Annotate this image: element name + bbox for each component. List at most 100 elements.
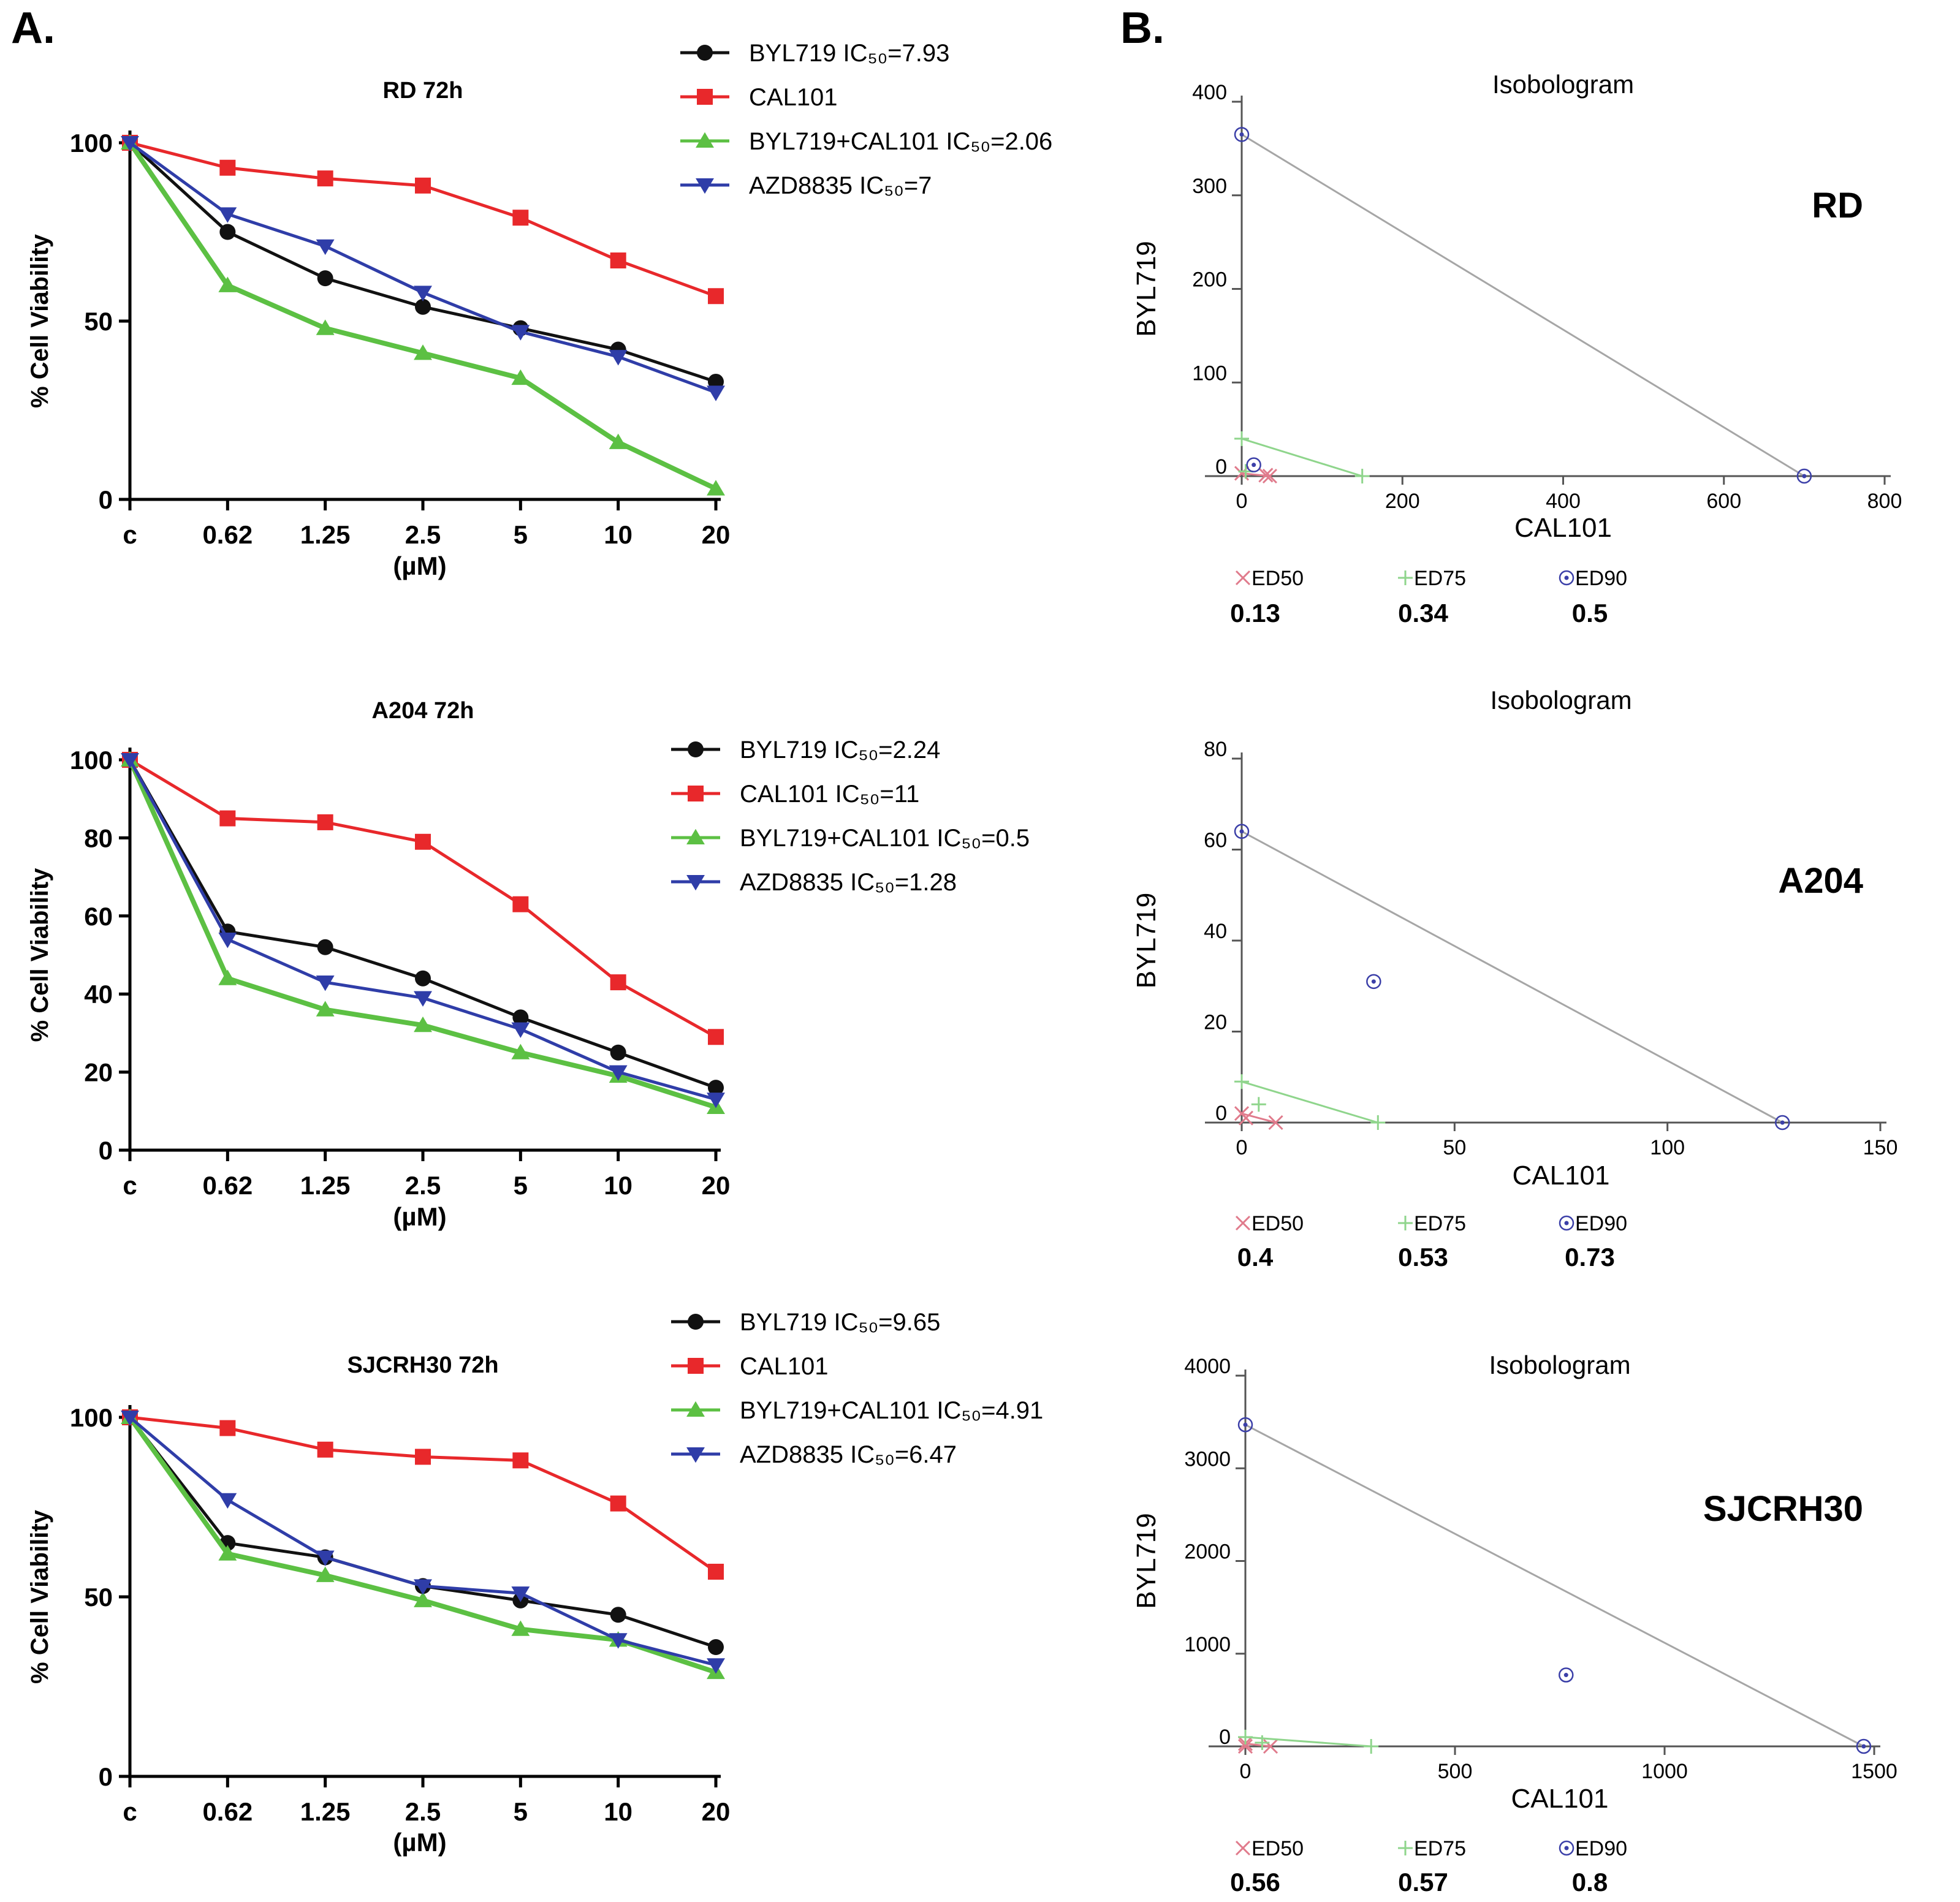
data-point-azd8835 (218, 1493, 237, 1509)
y-tick-label: 4000 (1184, 1355, 1231, 1378)
isobole-point-ed50 (1268, 1115, 1283, 1131)
legend-entry: CAL101 (749, 84, 838, 111)
legend-swatch-marker (688, 786, 704, 801)
data-point-azd8835 (316, 1550, 335, 1566)
cross-stroke (1237, 1738, 1253, 1754)
isobole-point-ed90 (1796, 468, 1812, 484)
x-tick-label: 20 (702, 1797, 731, 1826)
cross-stroke (1238, 1110, 1254, 1126)
dot (1861, 1744, 1866, 1749)
x-axis-label: (µM) (393, 551, 446, 580)
legend-entry: ED75 (1414, 1837, 1466, 1860)
legend-entry: ED50 (1252, 1212, 1304, 1235)
y-axis-label: BYL719 (1131, 241, 1161, 337)
dot (1780, 1120, 1785, 1125)
cross-stroke (1268, 1115, 1283, 1131)
isobole-point-ed50 (1262, 468, 1277, 484)
x-tick-label: 1000 (1641, 1760, 1688, 1783)
legend-swatch-marker (686, 874, 705, 891)
isobole-point-ed75 (1398, 1841, 1413, 1855)
series-cal101 (122, 135, 724, 305)
y-tick-label: 0 (1215, 1102, 1227, 1125)
isobole-line-ed75 (1241, 1080, 1378, 1124)
legend-swatch-marker (686, 1447, 705, 1463)
series-line-byl719-cal101 (127, 141, 717, 491)
panel-label-b: B. (1120, 4, 1164, 53)
data-point-cal101 (219, 159, 236, 176)
combination-index-value: 0.57 (1398, 1868, 1448, 1896)
cell-line-label: SJCRH30 (1703, 1489, 1863, 1529)
isobole-point-ed75 (1370, 1115, 1386, 1130)
legend-swatch-marker (696, 132, 714, 148)
series-azd8835 (121, 135, 725, 401)
data-point-azd8835 (218, 207, 237, 223)
x-tick-label: 800 (1867, 490, 1902, 513)
dot (1239, 829, 1244, 834)
isobole-point-ed90 (1559, 1667, 1574, 1683)
isobole-point-ed75 (1234, 1074, 1249, 1089)
ring (1234, 824, 1250, 839)
isobole-point-ed50 (1235, 570, 1251, 586)
y-tick-label: 100 (70, 129, 113, 157)
y-tick-label: 3000 (1184, 1447, 1231, 1471)
legend: BYL719 IC₅₀=9.65 CAL101 BYL719+CAL101 IC₅₀… (671, 1309, 1043, 1468)
x-tick-label: c (123, 520, 137, 549)
data-point-cal101 (317, 170, 333, 187)
cross-stroke (1235, 570, 1251, 586)
legend-swatch-marker (686, 1401, 705, 1417)
legend: BYL719 IC₅₀=7.93 CAL101 BYL719+CAL101 IC₅₀… (680, 40, 1052, 199)
legend-swatch-marker (686, 828, 705, 845)
data-point-byl719-cal101 (218, 276, 237, 292)
y-tick-label: 100 (70, 1403, 113, 1432)
isobole-point-ed75 (1398, 570, 1413, 585)
y-tick-label: 0 (99, 1136, 113, 1165)
x-axis-label: CAL101 (1512, 1161, 1609, 1191)
data-point-byl719-cal101 (707, 480, 725, 496)
y-tick-label: 80 (1204, 738, 1227, 761)
y-tick-label: 400 (1192, 81, 1227, 104)
data-point-azd8835 (316, 239, 335, 256)
data-point-byl719 (415, 298, 431, 315)
data-point-cal101 (219, 1420, 236, 1436)
legend-entry: CAL101 IC₅₀=11 (740, 781, 919, 808)
legend-entry: ED75 (1414, 1212, 1466, 1235)
x-tick-label: 200 (1385, 490, 1420, 513)
y-tick-label: 20 (1204, 1011, 1227, 1034)
chart-title: A204 72h (372, 698, 474, 724)
dot (1564, 1221, 1569, 1226)
x-tick-label: c (123, 1171, 137, 1200)
y-tick-label: 40 (84, 980, 113, 1009)
data-point-byl719-cal101 (218, 1545, 237, 1561)
isobole-point-ed90 (1774, 1115, 1790, 1131)
x-axis-label: (µM) (393, 1828, 446, 1857)
x-tick-label: 10 (604, 1797, 632, 1826)
data-point-byl719-cal101 (316, 1001, 335, 1017)
cross-stroke (1258, 468, 1274, 483)
data-point-azd8835 (609, 350, 628, 366)
isobole-point-ed90 (1234, 127, 1250, 142)
legend-swatch-marker (697, 45, 713, 61)
y-tick-label: 2000 (1184, 1540, 1231, 1564)
isobole-point-ed90 (1856, 1738, 1872, 1754)
y-tick-label: 300 (1192, 175, 1227, 198)
y-tick-label: 60 (84, 902, 113, 931)
legend-swatch-marker (688, 1358, 704, 1374)
isobole-point-ed90 (1234, 824, 1250, 839)
dot (1802, 474, 1807, 479)
legend-entry: ED90 (1575, 567, 1627, 590)
chart-title: SJCRH30 72h (347, 1352, 498, 1378)
legend-entry: ED50 (1252, 567, 1304, 590)
ring (1234, 127, 1250, 142)
isobole-point-ed75 (1398, 1216, 1413, 1230)
x-tick-label: 20 (702, 1171, 731, 1200)
dot (1252, 463, 1256, 468)
x-tick-label: 50 (1443, 1136, 1466, 1159)
data-point-cal101 (317, 814, 333, 830)
viability-chart-sjcrh30-72h: 0 50 100 c 0.62 1.25 2.5 5 10 20 (µM) % Cell Viabil… (26, 1309, 1043, 1857)
x-tick-label: 10 (604, 520, 632, 549)
legend-entry: BYL719 IC₅₀=7.93 (749, 40, 949, 67)
isobologram-title: Isobologram (1490, 686, 1631, 714)
x-tick-label: 0 (1240, 1760, 1252, 1783)
dot (1563, 1673, 1568, 1678)
x-tick-label: 1.25 (300, 520, 351, 549)
